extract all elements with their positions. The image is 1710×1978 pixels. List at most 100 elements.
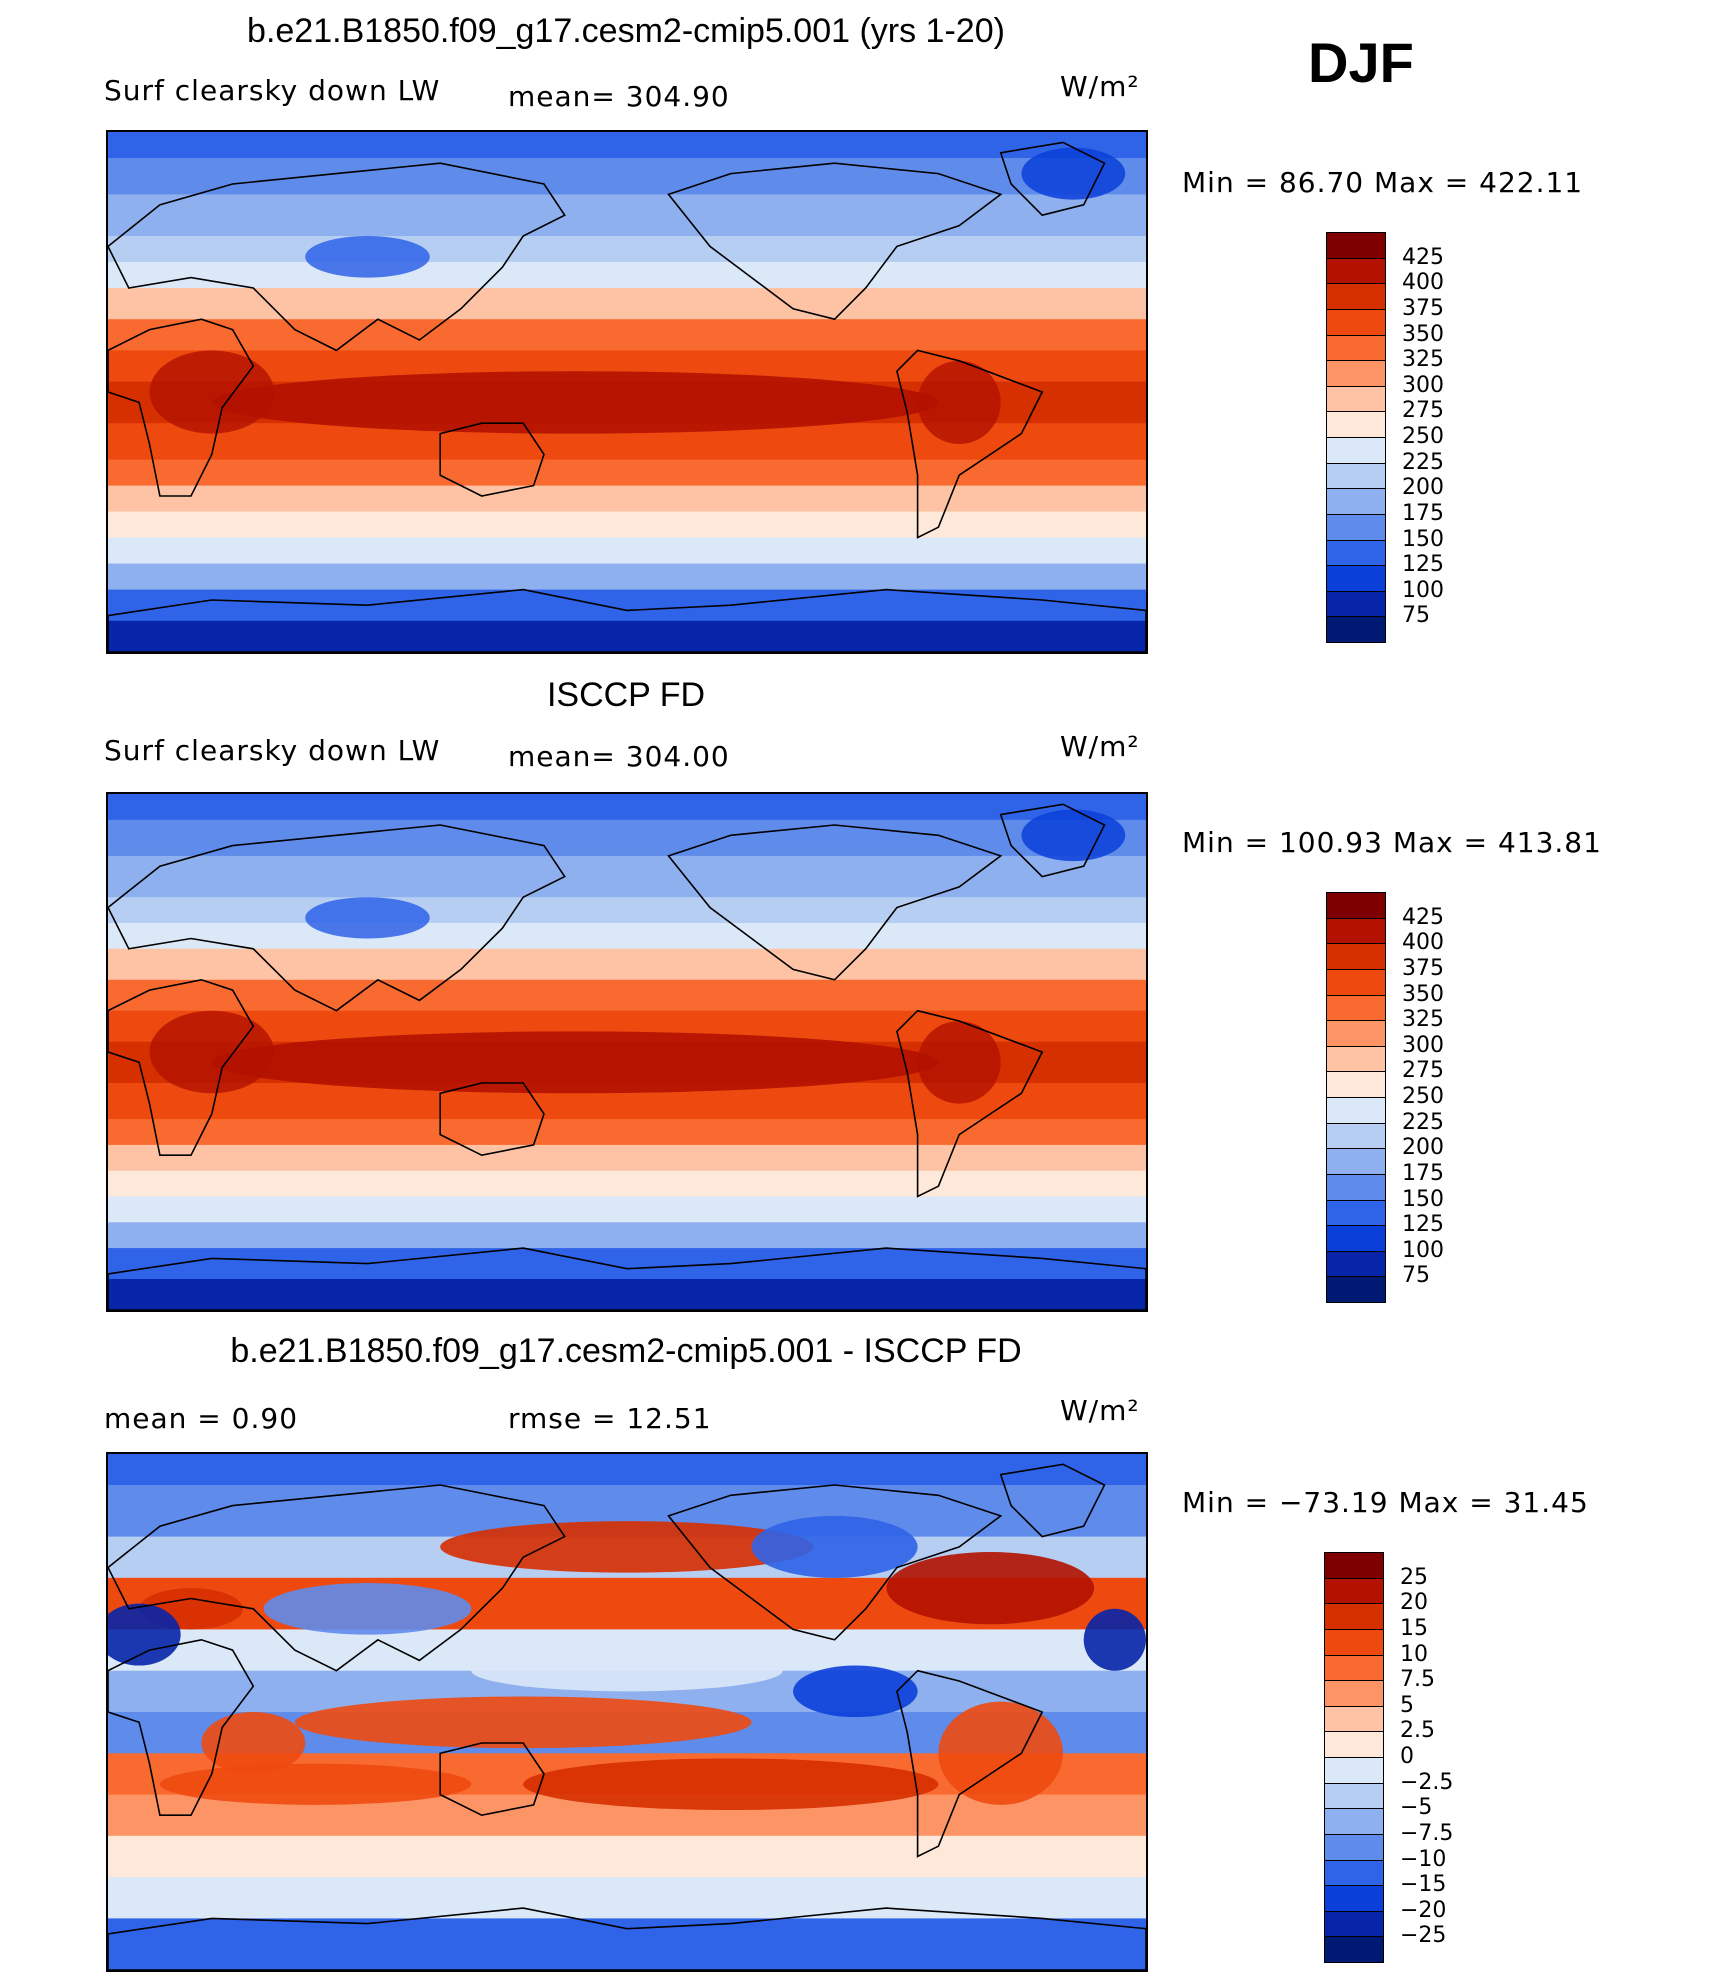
coastline xyxy=(999,1463,1106,1538)
colorbar-swatch xyxy=(1326,1045,1386,1073)
map-obs-field xyxy=(108,794,1146,1310)
field-band xyxy=(108,194,1146,237)
colorbar-swatch xyxy=(1326,437,1386,464)
field-blob xyxy=(471,1650,783,1692)
field-band xyxy=(108,1144,1146,1172)
field-band xyxy=(108,794,1146,821)
field-band xyxy=(108,589,1146,622)
colorbar-tick-label: −5 xyxy=(1400,1795,1433,1821)
field-blob xyxy=(440,1521,814,1573)
colorbar-swatch xyxy=(1326,385,1386,413)
colorbar-tick-label: 175 xyxy=(1402,1160,1444,1186)
colorbar-swatch xyxy=(1326,1250,1386,1278)
colorbar-tick-label: 300 xyxy=(1402,1032,1444,1058)
field-band xyxy=(108,319,1146,352)
colorbar-tick-label: 75 xyxy=(1402,1263,1430,1289)
colorbar-swatch xyxy=(1326,616,1386,643)
coastline xyxy=(667,824,1003,981)
panel-rmse-label-diff: rmse = 12.51 xyxy=(508,1402,712,1435)
field-band xyxy=(108,819,1146,857)
colorbar-tick-label: 375 xyxy=(1402,955,1444,981)
colorbar-tick-label: 250 xyxy=(1402,1084,1444,1109)
field-band xyxy=(108,1170,1146,1198)
colorbar-swatch xyxy=(1326,360,1386,387)
colorbar-swatch xyxy=(1324,1680,1384,1707)
colorbar-swatch xyxy=(1326,283,1386,310)
colorbar-tick-label: −25 xyxy=(1400,1923,1447,1949)
coastline xyxy=(108,318,255,497)
colorbar-tick-label: 200 xyxy=(1402,1135,1444,1161)
colorbar-diff: 25 20 15 10 7.5 5 2.5 0 −2.5 −5 −7.5 −10 −15 −20 −25 xyxy=(1324,1552,1453,1963)
colorbar-tick-label: 350 xyxy=(1402,321,1444,347)
field-blob xyxy=(211,371,939,434)
field-band xyxy=(108,897,1146,924)
colorbar-swatch xyxy=(1324,1654,1384,1682)
map-model xyxy=(106,130,1148,654)
coastline xyxy=(108,978,255,1156)
colorbar-tick-label: −2.5 xyxy=(1400,1769,1454,1795)
field xyxy=(108,132,1146,652)
colorbar-tick-label: 400 xyxy=(1402,930,1444,956)
field-blob xyxy=(211,1031,939,1094)
coastline xyxy=(896,1009,1044,1198)
colorbar-swatch xyxy=(1326,892,1386,919)
colorbar-tick-label: 100 xyxy=(1402,577,1444,603)
colorbar-tick-label: 75 xyxy=(1402,603,1430,629)
colorbar-tick-label: 225 xyxy=(1402,1109,1444,1135)
colorbar-tick-label: 175 xyxy=(1402,500,1444,526)
colorbar-swatch xyxy=(1324,1731,1384,1758)
field-band xyxy=(108,288,1146,321)
coastline xyxy=(667,162,1003,321)
colorbar-tick-label: 325 xyxy=(1402,347,1444,373)
colorbar-tick-label: 350 xyxy=(1402,981,1444,1007)
colorbar-tick-label: 125 xyxy=(1402,552,1444,578)
coastline xyxy=(108,824,566,1012)
field-blob xyxy=(263,1583,472,1635)
field-band xyxy=(108,1119,1146,1146)
field-band xyxy=(108,485,1146,513)
colorbar-tick-label: 425 xyxy=(1402,904,1444,930)
colorbar-swatch xyxy=(1326,257,1386,285)
coastline xyxy=(108,162,566,352)
colorbar-swatch xyxy=(1326,1199,1386,1227)
colorbar-swatch xyxy=(1326,539,1386,567)
colorbar-tick-label: 2.5 xyxy=(1400,1718,1435,1744)
colorbar-swatch xyxy=(1324,1552,1384,1579)
colorbar-tick-label: −15 xyxy=(1400,1872,1447,1898)
coastline xyxy=(999,141,1106,217)
field-band xyxy=(108,158,1146,196)
coastline xyxy=(667,1484,1003,1641)
field-band xyxy=(108,132,1146,159)
field-band xyxy=(108,511,1146,539)
colorbar-swatch xyxy=(1326,1122,1386,1150)
colorbar-swatch xyxy=(1326,513,1386,541)
colorbar-tick-label: 7.5 xyxy=(1400,1667,1435,1693)
field-band xyxy=(108,1835,1146,1879)
colorbar-tick-label: 5 xyxy=(1400,1692,1414,1718)
colorbar-tick-label: 100 xyxy=(1402,1237,1444,1263)
colorbar-swatch xyxy=(1326,1225,1386,1252)
panel-title-diff: b.e21.B1850.f09_g17.cesm2-cmip5.001 - IS… xyxy=(230,1332,1022,1370)
field-band xyxy=(108,236,1146,263)
panel-title-obs: ISCCP FD xyxy=(546,676,706,714)
field-blob xyxy=(305,236,430,278)
coastline xyxy=(108,1247,1146,1310)
colorbar-swatch xyxy=(1326,308,1386,336)
map-model-field xyxy=(108,132,1146,652)
field-band xyxy=(108,1196,1146,1224)
map-diff xyxy=(106,1452,1148,1972)
colorbar-swatch xyxy=(1326,1173,1386,1201)
colorbar-swatch xyxy=(1326,1148,1386,1175)
colorbar-tick-label: 25 xyxy=(1400,1564,1428,1590)
field-band xyxy=(108,459,1146,487)
field-band xyxy=(108,1918,1146,1970)
stats-model: Min = 86.70 Max = 422.11 xyxy=(1182,166,1584,199)
field-blob xyxy=(523,1758,939,1811)
panel-mean-label-model: mean= 304.90 xyxy=(508,80,730,113)
colorbar-swatch xyxy=(1324,1936,1384,1963)
coastline xyxy=(439,1742,545,1817)
colorbar-swatch xyxy=(1324,1808,1384,1835)
coastline xyxy=(896,1669,1044,1858)
field-blob xyxy=(305,897,430,939)
field-blob xyxy=(1083,1608,1146,1671)
